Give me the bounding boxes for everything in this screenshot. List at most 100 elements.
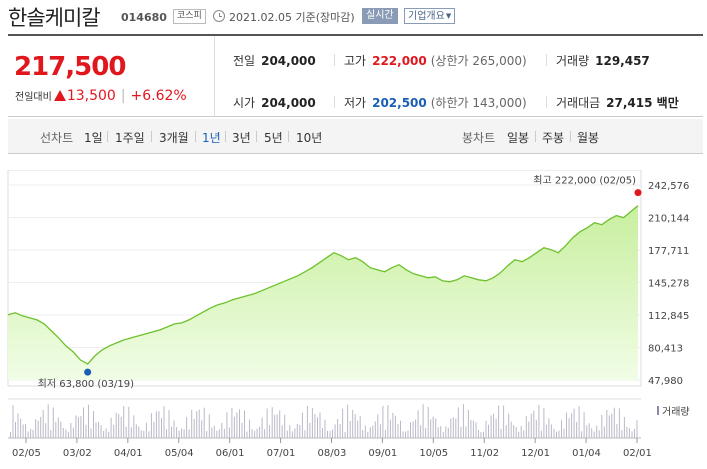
lower-limit: (하한가 143,000) xyxy=(430,96,527,110)
volume-bar xyxy=(231,407,233,438)
x-tick-label: 07/01 xyxy=(267,448,296,459)
volume-bar xyxy=(528,421,530,438)
volume-bar xyxy=(10,432,11,438)
volume-bar xyxy=(128,406,130,438)
volume-bar xyxy=(389,419,391,438)
volume-bar xyxy=(352,409,354,438)
volume-bar xyxy=(337,419,339,438)
change-percent: +6.62% xyxy=(130,88,187,104)
tab-3m[interactable]: 3개월 xyxy=(159,131,189,145)
volume-bar xyxy=(251,429,253,438)
volume-bar xyxy=(88,404,89,438)
volume-bar xyxy=(276,414,278,438)
stat-prev-label: 전일 xyxy=(233,54,256,68)
tab-1y[interactable]: 1년 xyxy=(202,131,221,145)
tab-monthly[interactable]: 월봉 xyxy=(577,131,600,145)
volume-bar xyxy=(171,427,172,438)
tab-weekly[interactable]: 주봉 xyxy=(542,131,565,145)
y-tick-label: 210,144 xyxy=(648,214,689,225)
volume-bar xyxy=(372,425,374,438)
stat-low-value: 202,500 xyxy=(372,96,427,110)
volume-bar xyxy=(608,415,610,438)
volume-legend: 거래량 xyxy=(662,406,690,418)
volume-bar xyxy=(432,416,434,438)
volume-bar xyxy=(208,414,210,438)
stat-high-value: 222,000 xyxy=(372,54,427,68)
stat-open: 시가 204,000 xyxy=(233,94,316,111)
stat-volume-label: 거래량 xyxy=(556,54,590,68)
volume-bar xyxy=(17,413,19,438)
volume-bar xyxy=(123,406,125,438)
x-tick-label: 09/01 xyxy=(368,448,397,459)
volume-bar xyxy=(279,410,281,438)
tab-divider xyxy=(107,131,108,142)
volume-bar xyxy=(12,405,14,438)
y-tick-label: 112,845 xyxy=(648,311,689,322)
volume-bar xyxy=(472,420,474,438)
volume-bar xyxy=(611,413,613,438)
stat-low: 저가 202,500 (하한가 143,000) xyxy=(344,94,527,111)
volume-bar xyxy=(98,422,100,438)
volume-bar xyxy=(324,419,326,438)
volume-bar xyxy=(259,426,261,438)
volume-bar xyxy=(417,410,419,438)
current-price: 217,500 xyxy=(14,52,126,82)
tab-5y[interactable]: 5년 xyxy=(264,131,283,145)
base-date: 2021.02.05 기준(장마감) xyxy=(229,11,355,24)
volume-bar xyxy=(480,432,482,438)
up-triangle-icon xyxy=(53,90,66,101)
volume-bar xyxy=(548,418,550,438)
volume-bar xyxy=(568,418,570,438)
volume-bar xyxy=(581,431,583,438)
volume-bar xyxy=(369,427,371,438)
volume-bar xyxy=(322,428,323,438)
stock-code: 014680 xyxy=(121,11,167,24)
market-badge: 코스피 xyxy=(173,9,206,24)
x-tick-label: 12/01 xyxy=(521,448,550,459)
volume-bar xyxy=(226,412,228,438)
volume-bar xyxy=(301,412,303,438)
volume-bar xyxy=(110,417,112,438)
volume-bar xyxy=(490,415,492,438)
volume-bar xyxy=(412,421,414,438)
volume-bar xyxy=(465,426,467,438)
volume-bar xyxy=(249,419,250,438)
volume-bar xyxy=(500,428,502,438)
realtime-button[interactable]: 실시간 xyxy=(362,8,398,24)
volume-bar xyxy=(216,430,218,438)
upper-limit: (상한가 265,000) xyxy=(430,54,527,68)
volume-bar xyxy=(392,412,394,438)
company-overview-dropdown[interactable]: 기업개요▼ xyxy=(404,8,456,24)
y-tick-label: 177,711 xyxy=(648,246,689,257)
volume-bar xyxy=(447,427,449,438)
volume-bar xyxy=(254,430,256,438)
volume-bar xyxy=(377,414,379,438)
volume-bar xyxy=(32,429,34,438)
tab-divider xyxy=(195,131,196,142)
volume-bar xyxy=(50,430,52,438)
volume-bar xyxy=(153,421,155,438)
price-area xyxy=(8,205,638,380)
volume-bar xyxy=(540,430,542,438)
volume-bar xyxy=(457,407,459,438)
volume-bar xyxy=(349,421,351,438)
volume-bar xyxy=(508,413,510,438)
volume-bar xyxy=(65,429,67,438)
tab-3y[interactable]: 3년 xyxy=(232,131,251,145)
volume-bar xyxy=(586,425,588,438)
volume-bar xyxy=(354,414,356,438)
tab-1d[interactable]: 1일 xyxy=(84,131,103,145)
max-label: 최고 222,000 (02/05) xyxy=(533,175,636,187)
tab-divider xyxy=(535,131,536,142)
tab-daily[interactable]: 일봉 xyxy=(507,131,530,145)
tab-10y[interactable]: 10년 xyxy=(296,131,323,145)
min-label: 최저 63,800 (03/19) xyxy=(38,378,134,390)
volume-bar xyxy=(42,409,44,438)
volume-bar xyxy=(628,428,630,438)
tab-1w[interactable]: 1주일 xyxy=(115,131,145,145)
volume-bar xyxy=(357,420,359,438)
volume-bar xyxy=(488,424,489,438)
volume-bar xyxy=(256,428,258,438)
volume-bar xyxy=(339,424,341,438)
volume-bar xyxy=(188,429,190,438)
